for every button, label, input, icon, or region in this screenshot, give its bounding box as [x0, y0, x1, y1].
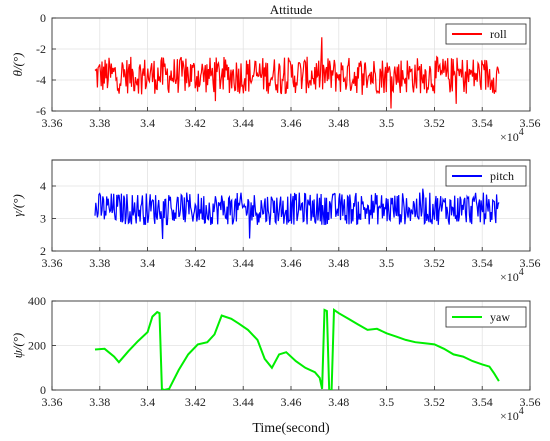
x-tick-label: 3.4: [140, 256, 155, 270]
series-line-yaw: [94, 308, 500, 390]
y-tick-label: -6: [36, 104, 46, 118]
y-tick-label: 4: [40, 179, 46, 193]
x-tick-label: 3.4: [140, 395, 155, 409]
x-tick-label: 3.5: [379, 116, 394, 130]
x-tick-label: 3.46: [281, 256, 302, 270]
x-exponent-base: ×10: [500, 409, 519, 423]
x-tick-label: 3.48: [328, 395, 349, 409]
x-tick-label: 3.56: [520, 256, 541, 270]
x-tick-label: 3.54: [472, 256, 493, 270]
x-tick-label: 3.52: [424, 256, 445, 270]
chart-title: Attitude: [270, 2, 313, 17]
x-tick-label: 3.38: [89, 256, 110, 270]
legend-box: [445, 306, 527, 328]
x-tick-label: 3.56: [520, 116, 541, 130]
y-tick-label: 0: [40, 11, 46, 25]
legend-box: [445, 23, 527, 45]
x-tick-label: 3.54: [472, 395, 493, 409]
x-tick-label: 3.5: [379, 256, 394, 270]
x-tick-label: 3.36: [42, 395, 63, 409]
x-exponent-label: ×104: [500, 127, 524, 144]
x-tick-label: 3.54: [472, 116, 493, 130]
x-axis-label: Time(second): [252, 421, 330, 436]
x-tick-label: 3.4: [140, 116, 155, 130]
x-tick-label: 3.56: [520, 395, 541, 409]
y-tick-label: 400: [28, 294, 46, 308]
x-tick-label: 3.36: [42, 256, 63, 270]
x-tick-label: 3.42: [185, 256, 206, 270]
x-tick-label: 3.42: [185, 116, 206, 130]
x-exponent-power: 4: [519, 127, 524, 138]
x-exponent-base: ×10: [500, 270, 519, 284]
x-exponent-base: ×10: [500, 130, 519, 144]
legend-box: [445, 165, 527, 187]
legend-label: yaw: [490, 310, 510, 324]
x-tick-label: 3.5: [379, 395, 394, 409]
x-tick-label: 3.38: [89, 116, 110, 130]
panel-1: [51, 17, 531, 112]
y-axis-label: ψ/(°): [10, 333, 25, 359]
x-tick-label: 3.46: [281, 116, 302, 130]
series-line-roll: [94, 37, 500, 109]
axes-border: [51, 159, 531, 252]
x-tick-label: 3.44: [233, 116, 254, 130]
x-tick-label: 3.38: [89, 395, 110, 409]
x-tick-label: 3.46: [281, 395, 302, 409]
x-tick-label: 3.52: [424, 116, 445, 130]
legend-label: roll: [490, 27, 507, 41]
axes-border: [51, 17, 531, 112]
y-tick-label: 200: [28, 339, 46, 353]
axes-border: [51, 300, 531, 391]
x-exponent-label: ×104: [500, 406, 524, 423]
legend-label: pitch: [490, 169, 514, 183]
x-tick-label: 3.36: [42, 116, 63, 130]
x-tick-label: 3.48: [328, 116, 349, 130]
panel-3: [51, 300, 531, 391]
y-tick-label: -4: [36, 73, 46, 87]
x-exponent-power: 4: [519, 406, 524, 417]
x-tick-label: 3.44: [233, 256, 254, 270]
panel-2: [51, 159, 531, 252]
x-tick-label: 3.42: [185, 395, 206, 409]
y-tick-label: 2: [40, 244, 46, 258]
y-tick-label: 0: [40, 383, 46, 397]
y-axis-label: γ/(°): [10, 194, 25, 217]
series-line-pitch: [94, 188, 500, 240]
y-tick-label: 3: [40, 212, 46, 226]
x-exponent-label: ×104: [500, 267, 524, 284]
x-exponent-power: 4: [519, 267, 524, 278]
y-axis-label: θ/(°): [10, 53, 25, 77]
x-tick-label: 3.48: [328, 256, 349, 270]
x-tick-label: 3.44: [233, 395, 254, 409]
x-tick-label: 3.52: [424, 395, 445, 409]
y-tick-label: -2: [36, 42, 46, 56]
